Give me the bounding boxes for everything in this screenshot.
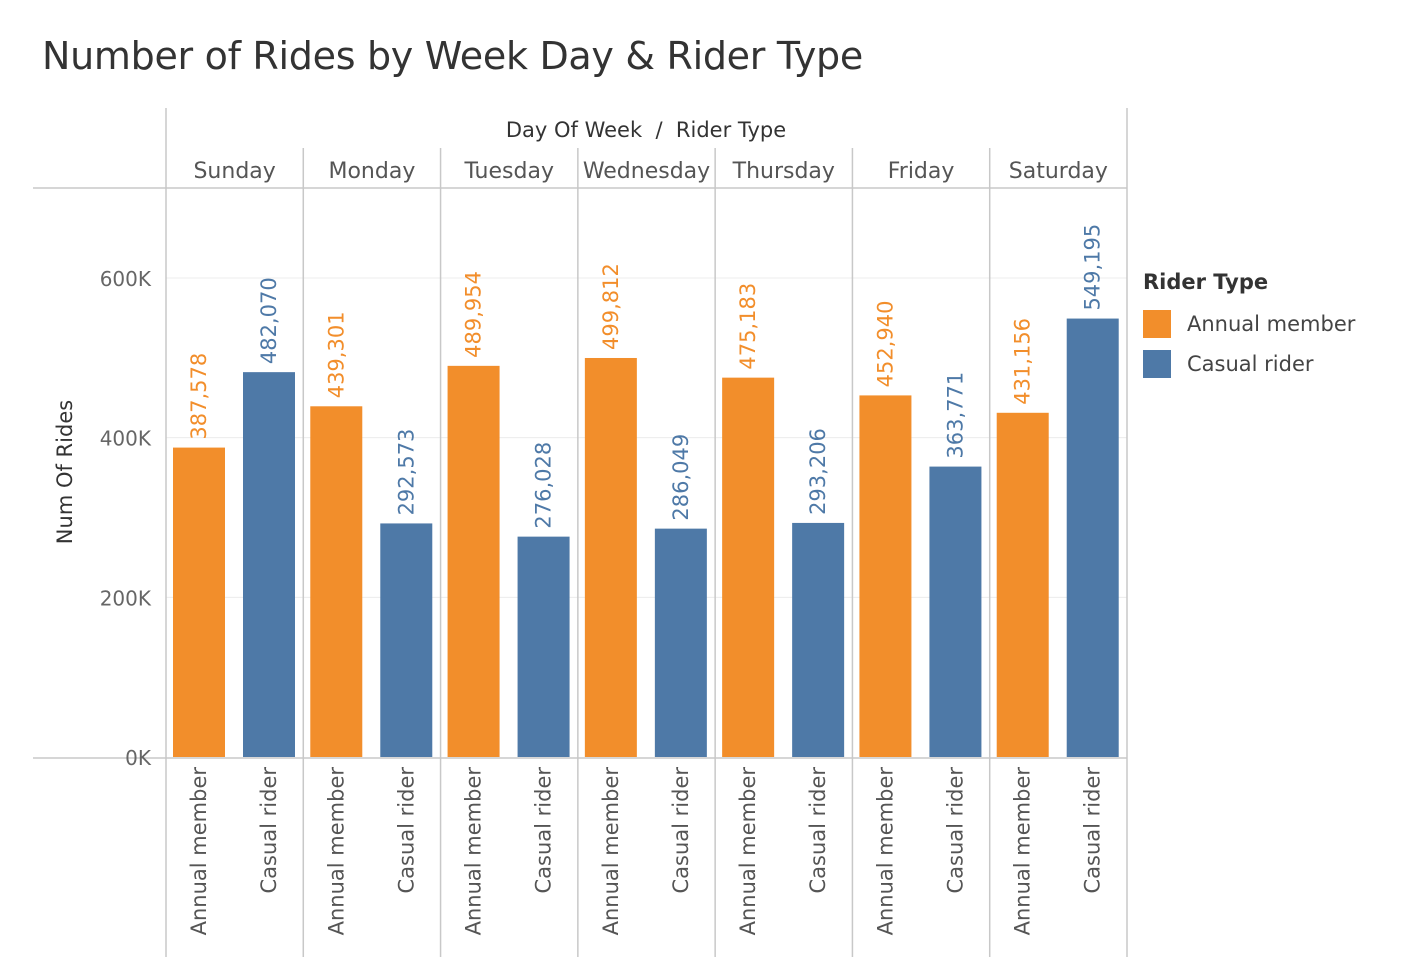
value-label: 363,771 (943, 372, 967, 459)
bars (173, 318, 1119, 757)
x-tick-label: Casual rider (806, 767, 830, 894)
bar (584, 357, 637, 757)
bar (173, 447, 225, 757)
value-label: 452,940 (873, 301, 897, 388)
x-tick-label: Casual rider (1081, 767, 1105, 894)
x-tick-label: Annual member (1011, 767, 1035, 936)
legend-swatch-casual-rider (1143, 350, 1171, 378)
day-header: Saturday (1009, 159, 1108, 184)
y-tick-label: 600K (100, 267, 152, 291)
legend: Rider Type Annual member Casual rider (1143, 270, 1355, 384)
x-tick-label: Casual rider (394, 767, 418, 894)
day-header: Wednesday (583, 159, 710, 184)
gridlines (166, 277, 1127, 598)
legend-item-casual-rider: Casual rider (1143, 344, 1355, 384)
bar (929, 466, 982, 757)
x-tick-label: Casual rider (532, 767, 556, 894)
x-tick-label: Casual rider (943, 767, 967, 894)
value-label: 276,028 (532, 442, 556, 529)
day-header: Tuesday (463, 159, 554, 184)
y-tick-label: 400K (100, 427, 152, 451)
bar (310, 406, 363, 757)
bar (859, 395, 912, 757)
bar (447, 365, 500, 757)
value-labels: 387,578 482,070 439,301 292,573 489,954 276,0… (187, 224, 1105, 529)
legend-item-annual-member: Annual member (1143, 304, 1355, 344)
value-label: 499,812 (599, 263, 623, 350)
bar (1066, 318, 1119, 757)
day-headers: Sunday Monday Tuesday Wednesday Thursday Frid… (193, 159, 1107, 184)
day-header: Monday (328, 159, 415, 184)
legend-label: Annual member (1187, 312, 1356, 336)
x-tick-label: Casual rider (257, 767, 281, 894)
y-tick-label: 0K (125, 746, 152, 770)
x-tick-label: Casual rider (669, 767, 693, 894)
value-label: 286,049 (669, 434, 693, 521)
column-header: Day Of Week / Rider Type (506, 118, 786, 142)
legend-title: Rider Type (1143, 270, 1269, 294)
day-header: Thursday (732, 159, 835, 184)
day-header: Sunday (193, 159, 275, 184)
x-labels: Annual member Casual rider Annual member Ca… (187, 767, 1105, 936)
chart-title: Number of Rides by Week Day & Rider Type (42, 34, 863, 78)
bar (792, 522, 845, 757)
bar (243, 372, 295, 757)
bar (996, 412, 1049, 757)
bar (517, 536, 570, 757)
y-tick-label: 200K (100, 586, 152, 610)
value-label: 475,183 (736, 283, 760, 370)
bar (654, 528, 707, 757)
bar (722, 377, 775, 757)
value-label: 387,578 (187, 353, 211, 440)
value-label: 293,206 (806, 428, 830, 515)
value-label: 431,156 (1011, 318, 1035, 405)
bar (380, 523, 433, 757)
chart-frame (33, 108, 1128, 957)
x-tick-label: Annual member (599, 767, 623, 936)
legend-swatch-annual-member (1143, 310, 1171, 338)
y-axis: 0K 200K 400K 600K (100, 267, 152, 770)
x-tick-label: Annual member (324, 767, 348, 936)
day-header: Friday (888, 159, 955, 184)
x-tick-label: Annual member (873, 767, 897, 936)
value-label: 549,195 (1081, 224, 1105, 311)
value-label: 482,070 (257, 277, 281, 364)
y-axis-label: Num Of Rides (53, 400, 77, 544)
x-tick-label: Annual member (736, 767, 760, 936)
value-label: 292,573 (394, 429, 418, 516)
value-label: 439,301 (324, 311, 348, 398)
x-tick-label: Annual member (462, 767, 486, 936)
legend-label: Casual rider (1187, 352, 1314, 376)
x-tick-label: Annual member (187, 767, 211, 936)
value-label: 489,954 (462, 271, 486, 358)
